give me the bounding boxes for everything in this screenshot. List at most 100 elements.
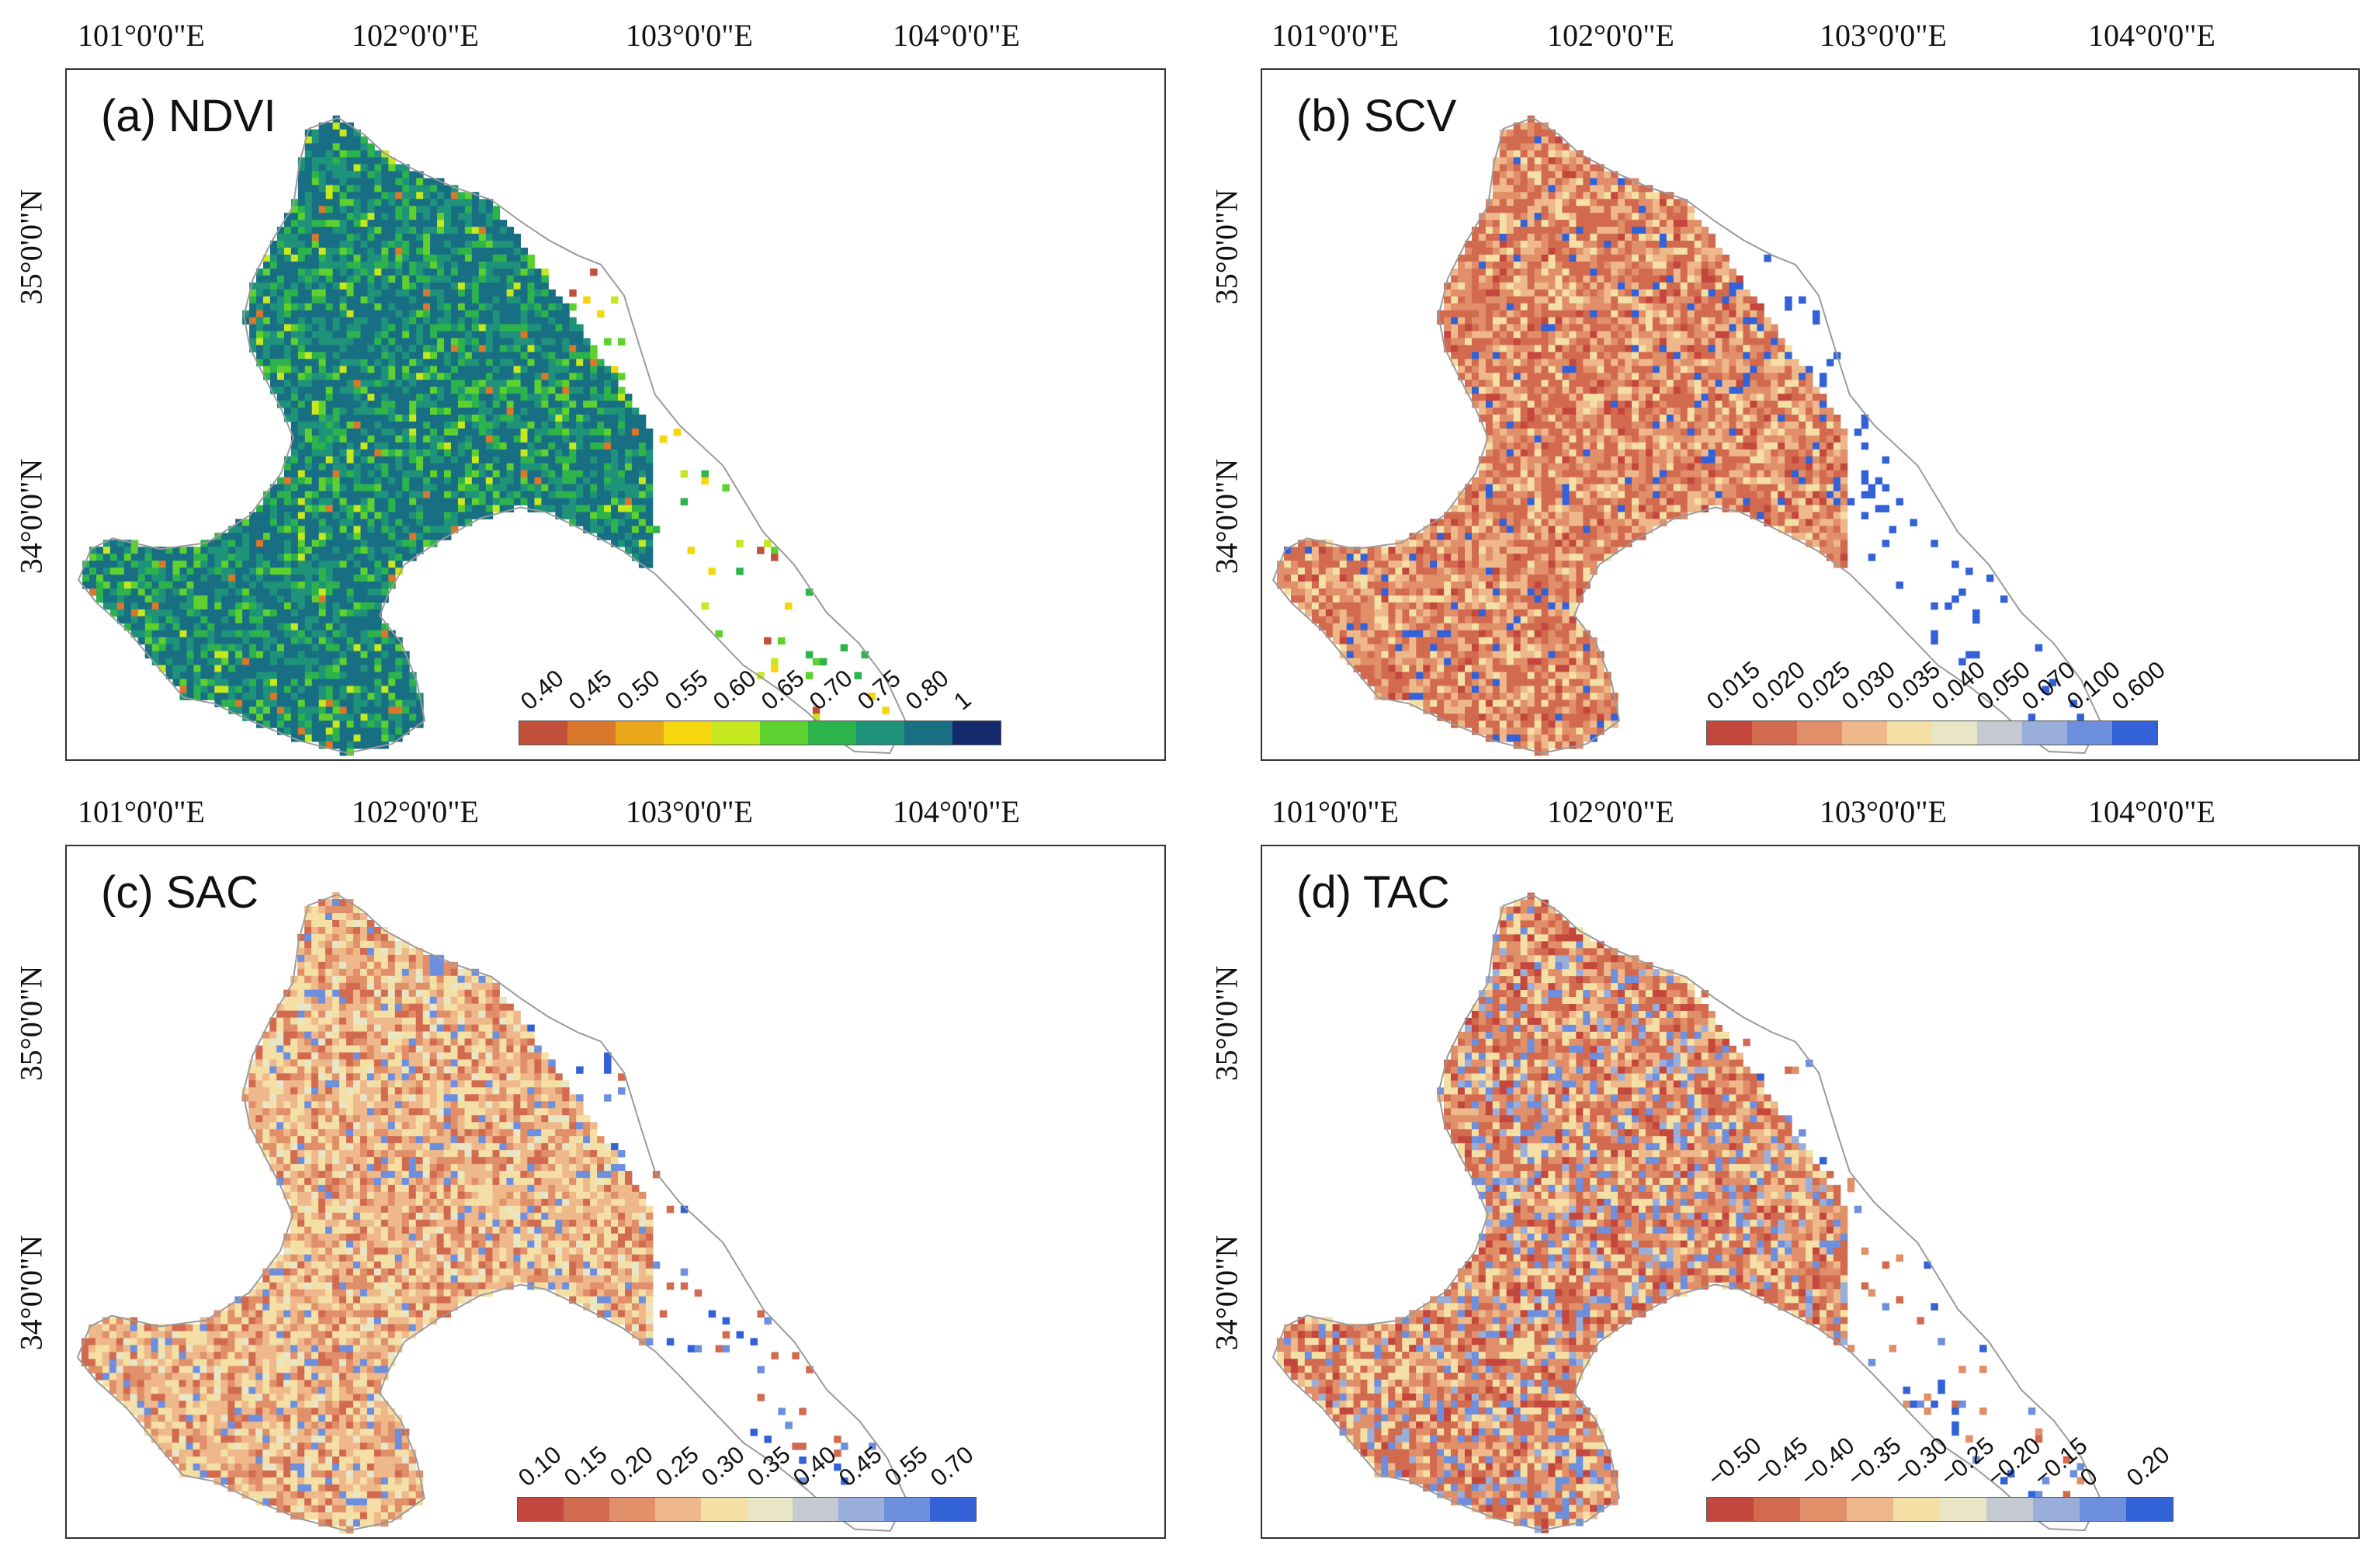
x-tick-102: 102°0'0"E: [352, 18, 479, 53]
legend-swatch: [1893, 1498, 1940, 1521]
legend-colorbar: [519, 720, 1001, 745]
y-tick-35: 35°0'0"N: [1209, 189, 1244, 305]
legend-colorbar: [1706, 1497, 2174, 1522]
legend-swatch: [2112, 721, 2157, 745]
ndvi-map: [77, 115, 907, 756]
legend: 0.015 0.020 0.025 0.030 0.035 0.040 0.050 0.070…: [1702, 644, 2170, 745]
legend-swatch: [793, 1498, 838, 1521]
legend-label: 0.70: [925, 1440, 979, 1492]
x-tick-103: 103°0'0"E: [626, 18, 753, 53]
legend-swatch: [701, 1498, 747, 1521]
panel-title: (c) SAC: [101, 867, 258, 918]
legend-swatch: [664, 721, 712, 745]
legend-swatch: [564, 1498, 609, 1521]
legend-label: −0.25: [1934, 1431, 2000, 1492]
legend-swatch: [712, 721, 760, 745]
legend-swatch: [655, 1498, 701, 1521]
x-tick-103: 103°0'0"E: [1820, 794, 1947, 829]
scv-map: [1272, 115, 2101, 756]
legend-swatch: [2126, 1498, 2173, 1521]
legend-swatch: [1977, 721, 2022, 745]
y-tick-34: 34°0'0"N: [13, 1234, 49, 1351]
legend-swatch: [1800, 1498, 1847, 1521]
tac-map: [1272, 892, 2101, 1533]
legend-label: 0: [2074, 1462, 2103, 1492]
legend-swatch: [1847, 1498, 1893, 1521]
panel-b: 101°0'0"E 102°0'0"E 103°0'0"E 104°0'0"E …: [1195, 0, 2380, 776]
panel-d: 101°0'0"E 102°0'0"E 103°0'0"E 104°0'0"E …: [1195, 776, 2380, 1559]
legend-label: 0.80: [900, 664, 954, 716]
legend-label: 0.65: [755, 664, 810, 716]
legend-swatch: [747, 1498, 793, 1521]
panel-a: 101°0'0"E 102°0'0"E 103°0'0"E 104°0'0"E …: [0, 0, 1190, 776]
x-tick-101: 101°0'0"E: [78, 18, 205, 53]
legend-label: 0.30: [696, 1440, 750, 1492]
legend-label: −0.50: [1702, 1431, 1767, 1492]
legend-label: −0.15: [2028, 1431, 2093, 1492]
legend-swatch: [904, 721, 952, 745]
study-area-boundary: [76, 893, 907, 1532]
legend-label: −0.45: [1748, 1431, 1813, 1492]
legend-label: 0.20: [2121, 1440, 2175, 1492]
legend-label: 0.35: [741, 1440, 796, 1492]
x-tick-102: 102°0'0"E: [1547, 18, 1674, 53]
legend-swatch: [884, 1498, 930, 1521]
legend-label: 0.75: [852, 664, 906, 716]
legend-label: 0.55: [659, 664, 713, 716]
legend-label: −0.40: [1795, 1431, 1860, 1492]
legend-label: 0.70: [803, 664, 858, 716]
legend: 0.10 0.15 0.20 0.25 0.30 0.35 0.40 0.45 0.55 0.70: [513, 1421, 978, 1522]
legend-label: 0.40: [787, 1440, 841, 1492]
legend-swatch: [808, 721, 856, 745]
legend-label: 0.50: [611, 664, 665, 716]
legend-label: 0.55: [879, 1440, 933, 1492]
map-frame: (c) SAC 0.10 0.15 0.20 0.25 0.30 0.35 0.40 0.45…: [65, 845, 1166, 1539]
study-area-boundary: [77, 116, 907, 755]
legend-label: 0.40: [515, 664, 569, 716]
legend-label: 0.25: [650, 1440, 704, 1492]
legend: 0.40 0.45 0.50 0.55 0.60 0.65 0.70 0.75 0.80 1: [515, 644, 1001, 745]
legend-swatch: [616, 721, 664, 745]
legend-swatch: [2022, 721, 2067, 745]
x-tick-104: 104°0'0"E: [893, 794, 1020, 829]
legend-swatch: [1752, 721, 1797, 745]
x-tick-102: 102°0'0"E: [1547, 794, 1674, 829]
legend-label: 0.45: [563, 664, 617, 716]
map-frame: (a) NDVI 0.40 0.45 0.50 0.55 0.60 0.65 0.70 0.7…: [65, 68, 1166, 761]
sac-map: [76, 892, 907, 1534]
legend-swatch: [1707, 721, 1752, 745]
map-frame: (b) SCV 0.015 0.020 0.025 0.030 0.035 0.040 0.…: [1261, 68, 2360, 761]
legend-swatch: [2067, 721, 2112, 745]
x-tick-103: 103°0'0"E: [1820, 18, 1947, 53]
x-tick-104: 104°0'0"E: [893, 18, 1020, 53]
map-frame: (d) TAC −0.50 −0.45 −0.40 −0.35 −0.30 −0.25 −0…: [1261, 845, 2360, 1539]
legend-label: 0.60: [707, 664, 762, 716]
x-tick-104: 104°0'0"E: [2088, 794, 2215, 829]
legend-swatch: [2080, 1498, 2126, 1521]
legend-swatch: [1986, 1498, 2033, 1521]
legend-colorbar: [1706, 720, 2158, 745]
x-tick-104: 104°0'0"E: [2088, 18, 2215, 53]
legend-swatch: [930, 1498, 976, 1521]
y-tick-35: 35°0'0"N: [1209, 965, 1244, 1082]
legend-label: −0.35: [1841, 1431, 1906, 1492]
legend-swatch: [856, 721, 904, 745]
legend-swatch: [1797, 721, 1842, 745]
legend-swatch: [838, 1498, 884, 1521]
legend-swatch: [1842, 721, 1887, 745]
panel-c: 101°0'0"E 102°0'0"E 103°0'0"E 104°0'0"E …: [0, 776, 1190, 1559]
legend-label: −0.30: [1888, 1431, 1953, 1492]
legend-label: −0.20: [1981, 1431, 2046, 1492]
x-tick-101: 101°0'0"E: [78, 794, 205, 829]
legend-swatch: [1932, 721, 1977, 745]
y-tick-34: 34°0'0"N: [1209, 458, 1244, 575]
y-tick-35: 35°0'0"N: [13, 965, 49, 1082]
legend-swatch: [567, 721, 616, 745]
legend-colorbar: [517, 1497, 977, 1522]
legend-swatch: [952, 721, 1001, 745]
legend-swatch: [1940, 1498, 1986, 1521]
x-tick-101: 101°0'0"E: [1272, 18, 1399, 53]
panel-title: (b) SCV: [1296, 91, 1457, 141]
y-tick-35: 35°0'0"N: [13, 189, 49, 305]
x-tick-102: 102°0'0"E: [352, 794, 479, 829]
